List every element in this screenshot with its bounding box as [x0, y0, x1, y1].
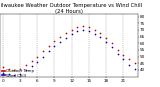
Point	[65, 37, 67, 39]
Point	[65, 32, 67, 33]
Point	[76, 27, 79, 28]
Point	[128, 59, 130, 60]
Point	[13, 69, 16, 71]
Point	[53, 40, 56, 41]
Point	[19, 73, 21, 75]
Point	[59, 36, 61, 37]
Point	[76, 31, 79, 32]
Point	[48, 45, 50, 47]
Point	[13, 75, 16, 76]
Point	[88, 27, 90, 28]
Point	[105, 37, 107, 39]
Point	[122, 59, 124, 60]
Point	[24, 69, 27, 71]
Point	[99, 32, 102, 33]
Point	[93, 29, 96, 31]
Point	[30, 60, 33, 61]
Point	[70, 33, 73, 35]
Point	[122, 55, 124, 56]
Point	[7, 73, 10, 75]
Point	[48, 51, 50, 52]
Point	[82, 25, 84, 27]
Point	[19, 68, 21, 69]
Point	[53, 45, 56, 47]
Point	[116, 49, 119, 51]
Point	[36, 56, 39, 57]
Point	[88, 31, 90, 32]
Point	[7, 68, 10, 69]
Point	[133, 68, 136, 69]
Title: Milwaukee Weather Outdoor Temperature vs Wind Chill
(24 Hours): Milwaukee Weather Outdoor Temperature vs…	[0, 3, 142, 14]
Point	[99, 36, 102, 37]
Point	[128, 64, 130, 65]
Point	[70, 29, 73, 31]
Point	[2, 72, 4, 73]
Point	[36, 61, 39, 63]
Point	[42, 51, 44, 52]
Legend: Outdoor Temp, Wind Chill: Outdoor Temp, Wind Chill	[2, 69, 34, 78]
Point	[59, 41, 61, 43]
Point	[105, 41, 107, 43]
Point	[116, 53, 119, 55]
Point	[93, 33, 96, 35]
Point	[133, 63, 136, 64]
Point	[42, 56, 44, 57]
Point	[24, 64, 27, 65]
Point	[111, 47, 113, 48]
Point	[82, 29, 84, 31]
Point	[30, 65, 33, 67]
Point	[2, 67, 4, 68]
Point	[111, 43, 113, 44]
